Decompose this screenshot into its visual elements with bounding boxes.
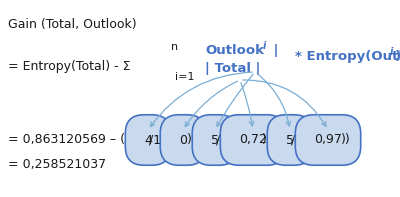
Text: 5: 5 [211, 134, 219, 147]
Text: n: n [172, 42, 178, 52]
Text: 0,97: 0,97 [314, 134, 342, 147]
Text: Gain (Total, Outlook): Gain (Total, Outlook) [8, 18, 137, 31]
Text: )+(: )+( [262, 134, 282, 147]
Text: |: | [269, 44, 278, 57]
Text: /14*: /14* [149, 134, 175, 147]
Text: = 0,863120569 – (: = 0,863120569 – ( [8, 133, 125, 146]
Text: 0: 0 [179, 134, 187, 147]
Text: i=1: i=1 [175, 72, 194, 82]
Text: 4: 4 [144, 134, 152, 147]
Text: 0,72: 0,72 [239, 134, 267, 147]
Text: 5: 5 [286, 134, 294, 147]
Text: i: i [263, 41, 266, 51]
Text: ): ) [395, 50, 400, 63]
Text: /14*: /14* [291, 134, 317, 147]
Text: | Total |: | Total | [205, 62, 260, 75]
Text: i: i [390, 47, 393, 57]
Text: )+(: )+( [187, 134, 207, 147]
Text: * Entropy(Outlook: * Entropy(Outlook [295, 50, 400, 63]
Text: = 0,258521037: = 0,258521037 [8, 158, 106, 171]
Text: Outlook: Outlook [205, 44, 264, 57]
Text: = Entropy(Total) - Σ: = Entropy(Total) - Σ [8, 60, 130, 73]
Text: )): )) [341, 134, 351, 147]
Text: /14*: /14* [216, 134, 242, 147]
